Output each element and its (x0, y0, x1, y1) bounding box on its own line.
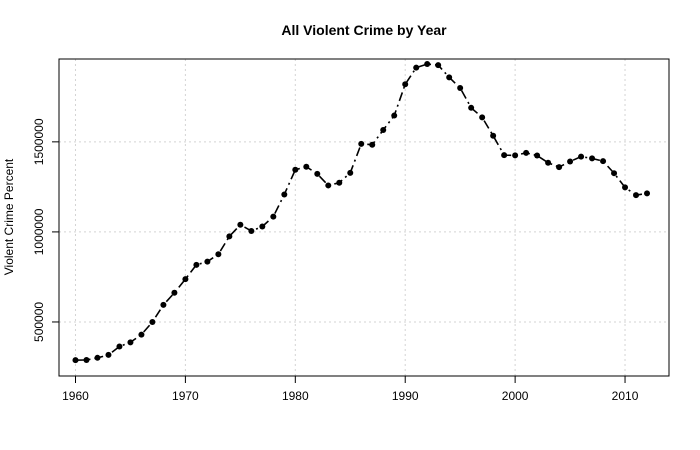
data-point (160, 301, 167, 308)
y-axis-label: Violent Crime Percent (2, 158, 16, 275)
data-point (644, 190, 651, 197)
data-point (490, 132, 497, 139)
data-point (402, 81, 409, 88)
data-point (171, 289, 178, 296)
data-point (105, 351, 112, 358)
data-point (457, 85, 464, 91)
data-point (578, 153, 585, 160)
data-point (479, 114, 486, 121)
series-line (75, 63, 648, 361)
data-point (391, 112, 398, 119)
y-tick-label: 500000 (32, 302, 46, 342)
axes: 1960 1970 1980 1990 2000 2010 500000 1000000 150… (32, 118, 639, 403)
data-point (215, 251, 222, 258)
y-tick-label: 1000000 (32, 208, 46, 255)
data-point (116, 343, 123, 350)
plot-frame (58, 58, 670, 377)
data-point (567, 158, 574, 165)
data-point (512, 152, 519, 159)
data-point (314, 170, 321, 177)
series (72, 61, 651, 364)
data-point (468, 104, 475, 111)
data-point (534, 152, 541, 159)
x-tick-label: 1980 (282, 389, 309, 403)
data-point (358, 140, 365, 147)
data-point (127, 339, 134, 346)
chart-title: All Violent Crime by Year (281, 22, 447, 38)
data-point (303, 163, 310, 170)
data-point (83, 356, 90, 363)
data-point (292, 166, 299, 173)
y-tick-label: 1500000 (32, 118, 46, 165)
data-point (226, 233, 233, 240)
data-point (270, 213, 277, 220)
data-point (94, 354, 101, 361)
data-point (600, 158, 607, 165)
data-point (237, 221, 244, 228)
x-tick-label: 2000 (502, 389, 529, 403)
data-point (182, 276, 189, 283)
data-point (501, 152, 508, 159)
data-point (633, 192, 640, 199)
data-point (545, 159, 552, 166)
data-point (369, 141, 376, 148)
data-point (424, 61, 431, 68)
x-tick-label: 1970 (172, 389, 199, 403)
x-tick-label: 1990 (392, 389, 419, 403)
x-tick-label: 2010 (612, 389, 639, 403)
grid (59, 59, 669, 376)
data-point (622, 184, 629, 191)
data-point (204, 258, 211, 265)
data-point (259, 223, 266, 230)
data-point (380, 126, 387, 133)
data-point (336, 179, 343, 186)
data-point (589, 155, 596, 162)
data-point (523, 149, 530, 156)
data-point (611, 170, 618, 177)
data-point (281, 191, 288, 198)
data-point (556, 164, 563, 171)
data-point (149, 318, 156, 325)
data-point (72, 357, 79, 364)
x-tick-label: 1960 (62, 389, 89, 403)
data-point (446, 74, 453, 81)
data-point (435, 62, 442, 69)
data-point (248, 228, 255, 235)
data-point (138, 331, 145, 338)
data-point (347, 169, 354, 176)
data-point (413, 64, 420, 71)
data-point (325, 182, 332, 189)
data-point (193, 261, 200, 268)
